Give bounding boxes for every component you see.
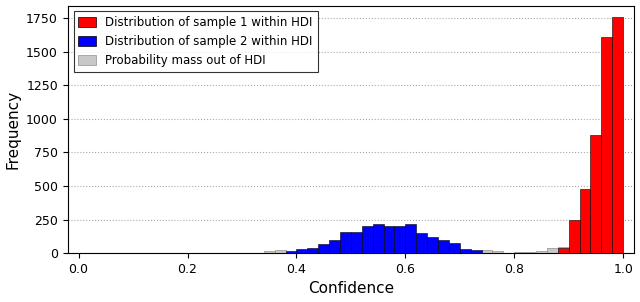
X-axis label: Confidence: Confidence	[308, 281, 394, 297]
Bar	[318, 244, 329, 253]
Bar	[362, 226, 372, 253]
Bar	[372, 224, 383, 253]
Bar	[481, 250, 492, 253]
Bar	[416, 233, 427, 253]
Bar	[460, 249, 470, 253]
Bar	[580, 189, 591, 253]
Bar	[547, 248, 558, 253]
Bar	[329, 240, 340, 253]
Bar	[558, 247, 569, 253]
Bar	[602, 37, 612, 253]
Bar	[264, 252, 275, 253]
Bar	[536, 252, 547, 253]
Bar	[285, 252, 296, 253]
Bar	[383, 226, 394, 253]
Legend: Distribution of sample 1 within HDI, Distribution of sample 2 within HDI, Probab: Distribution of sample 1 within HDI, Dis…	[74, 11, 317, 72]
Bar	[340, 232, 351, 253]
Bar	[296, 249, 307, 253]
Y-axis label: Frequency: Frequency	[6, 90, 20, 169]
Bar	[515, 252, 525, 253]
Bar	[569, 220, 580, 253]
Bar	[351, 232, 362, 253]
Bar	[492, 251, 503, 253]
Bar	[427, 237, 438, 253]
Bar	[307, 248, 318, 253]
Bar	[394, 226, 405, 253]
Bar	[558, 248, 569, 253]
Bar	[438, 240, 449, 253]
Bar	[470, 250, 481, 253]
Bar	[449, 243, 460, 253]
Bar	[591, 136, 602, 253]
Bar	[612, 17, 623, 253]
Bar	[285, 251, 296, 253]
Bar	[275, 250, 285, 253]
Bar	[525, 252, 536, 253]
Bar	[405, 224, 416, 253]
